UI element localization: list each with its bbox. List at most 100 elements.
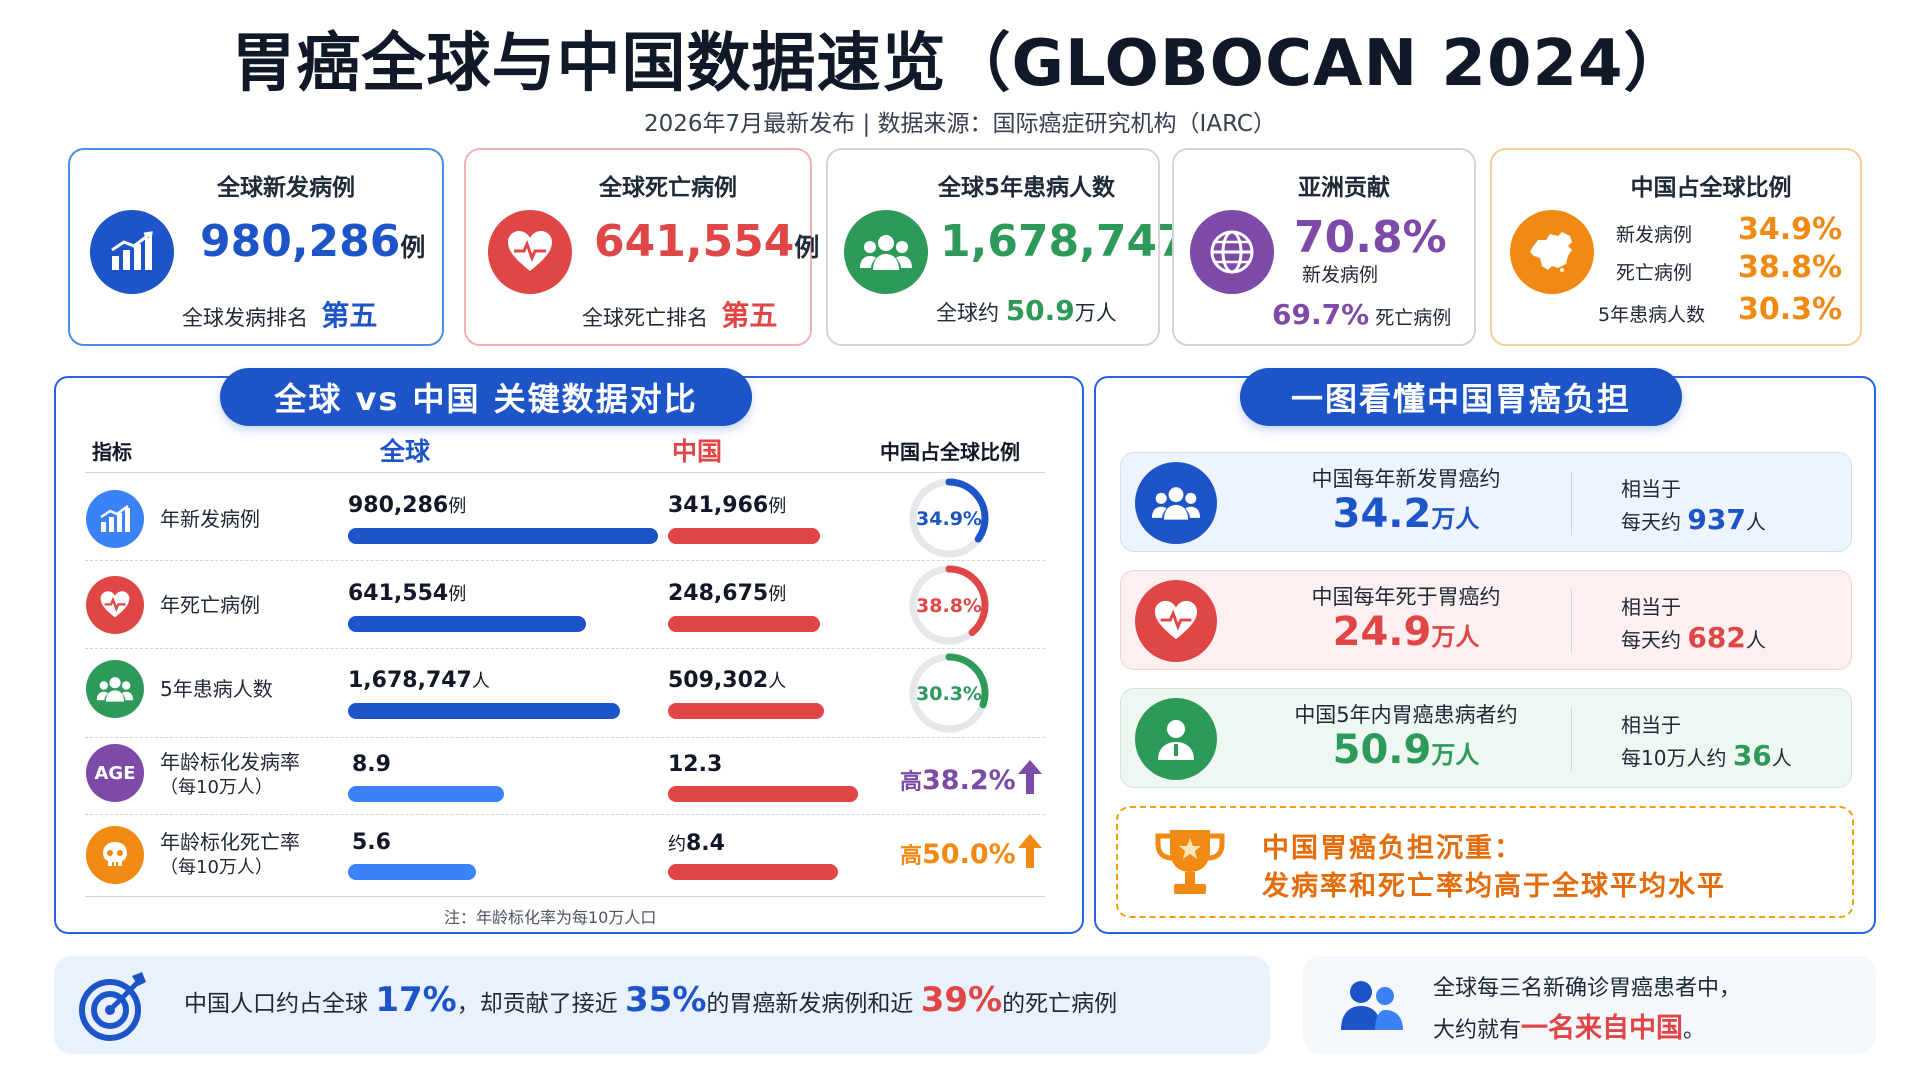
equivalent-label: 相当于 — [1621, 713, 1681, 737]
heartbeat-icon — [86, 576, 144, 634]
row-sublabel: （每10万人） — [160, 857, 273, 878]
per-label: 每天约 — [1621, 628, 1681, 652]
population-share-banner: 中国人口约占全球 17%，却贡献了接近 35%的胃癌新发病例和近 39%的死亡病… — [54, 956, 1270, 1054]
age-badge-text: AGE — [94, 762, 136, 784]
number: 980,286 — [348, 493, 449, 518]
ratio-donut: 38.8% — [909, 565, 989, 645]
equivalent-value: 每10万人约 36人 — [1621, 739, 1792, 772]
card-asia-contribution: 亚洲贡献 70.8% 新发病例 69.7% 死亡病例 — [1172, 148, 1476, 346]
heartbeat-icon — [488, 210, 572, 294]
row-sublabel: （每10万人） — [160, 777, 273, 798]
row-label: 5年患病人数 — [160, 677, 273, 701]
value-number: 980,286 — [200, 216, 401, 267]
burden-label: 中国5年内胃癌患病者约 — [1294, 703, 1518, 727]
china-share-row: 新发病例 — [1616, 220, 1692, 247]
global-bar — [348, 528, 658, 544]
card-title: 中国占全球比例 — [1630, 175, 1792, 201]
table-note: 注：年龄标化率为每10万人口 — [444, 908, 657, 927]
china-map-icon — [1510, 210, 1594, 294]
global-bar — [348, 864, 476, 880]
warning-text: 发病率和死亡率均高于全球平均水平 — [1262, 871, 1726, 902]
per-number: 937 — [1687, 503, 1746, 536]
age-badge-icon: AGE — [86, 744, 144, 802]
per-number: 36 — [1732, 739, 1772, 772]
higher-value: 38.2% — [922, 765, 1016, 796]
higher-value: 50.0% — [922, 839, 1016, 870]
skull-icon — [86, 826, 144, 884]
deaths-share-value: 39% — [920, 980, 1003, 1020]
rank-value: 第五 — [321, 299, 378, 332]
unit: 万人 — [1431, 623, 1480, 651]
rank-value: 第五 — [721, 299, 778, 332]
ratio-donut: 30.3% — [909, 653, 989, 733]
patient-icon — [1135, 698, 1217, 780]
burden-label: 中国每年新发胃癌约 — [1311, 467, 1501, 491]
ratio-text: 30.3% — [916, 683, 982, 705]
divider — [85, 814, 1045, 815]
asia-new-cases-value: 70.8% — [1294, 212, 1447, 263]
per-label: 每天约 — [1621, 510, 1681, 534]
global-new-cases-value: 980,286例 — [200, 216, 425, 267]
equivalent-value: 每天约 937人 — [1621, 503, 1766, 536]
china-share-row: 5年患病人数 — [1598, 300, 1705, 327]
higher-than-global: 高38.2% — [900, 764, 1016, 796]
text-part: 大约就有 — [1433, 1018, 1522, 1043]
burden-value: 34.2万人 — [1241, 491, 1571, 537]
china-value: 341,966例 — [668, 492, 786, 518]
unit: 万人 — [1431, 505, 1480, 533]
population-share-value: 17% — [375, 980, 457, 1020]
china-share-row: 死亡病例 — [1616, 258, 1692, 285]
value-number: 641,554 — [594, 216, 795, 267]
china-share-value: 30.3% — [1738, 292, 1843, 327]
unit: 例 — [768, 496, 787, 517]
row-label: 年龄标化死亡率 — [160, 830, 300, 854]
people-icon — [1341, 981, 1403, 1030]
approx-value: 50.9 — [1005, 294, 1075, 327]
china-bar — [668, 864, 838, 880]
people-group-icon — [86, 660, 144, 718]
number: 341,966 — [668, 493, 769, 518]
divider — [85, 648, 1045, 649]
divider — [1571, 471, 1572, 535]
global-5yr-approx: 全球约 50.9万人 — [936, 294, 1117, 327]
divider — [85, 472, 1045, 473]
china-bar — [668, 616, 820, 632]
number: 34.2 — [1332, 491, 1432, 537]
burden-value: 50.9万人 — [1241, 727, 1571, 773]
global-deaths-rank: 全球死亡排名 第五 — [582, 294, 777, 334]
global-bar — [348, 786, 504, 802]
ratio-text: 38.8% — [916, 595, 982, 617]
growth-chart-icon — [90, 210, 174, 294]
number: 24.9 — [1332, 609, 1432, 655]
per-label: 每10万人约 — [1621, 746, 1727, 770]
china-bar — [668, 528, 820, 544]
equivalent-value: 每天约 682人 — [1621, 621, 1766, 654]
value-number: 1,678,747 — [940, 216, 1188, 267]
divider — [85, 737, 1045, 738]
share-label: 5年患病人数 — [1598, 304, 1706, 326]
new-cases-share-value: 35% — [625, 980, 707, 1020]
arrow-up-icon — [1018, 834, 1042, 868]
card-title: 全球新发病例 — [217, 175, 355, 201]
rank-label: 全球发病排名 — [182, 306, 308, 330]
unit: 人 — [471, 671, 490, 692]
share-label: 新发病例 — [1616, 224, 1693, 246]
higher-prefix: 高 — [900, 844, 923, 869]
asia-deaths: 69.7% 死亡病例 — [1272, 298, 1451, 331]
burden-prevalence: 中国5年内胃癌患病者约 50.9万人 相当于 每10万人约 36人 — [1120, 688, 1852, 788]
per-unit: 人 — [1771, 746, 1792, 770]
card-title: 全球死亡病例 — [599, 175, 737, 201]
china-bar — [668, 786, 858, 802]
text-part: 。 — [1683, 1018, 1706, 1043]
china-value: 248,675例 — [668, 580, 786, 606]
number: 1,678,747 — [348, 668, 472, 693]
burden-value: 24.9万人 — [1241, 609, 1571, 655]
china-value: 509,302人 — [668, 667, 786, 693]
equivalent-label: 相当于 — [1621, 595, 1681, 619]
people-group-icon — [844, 210, 928, 294]
approx-unit: 万人 — [1074, 301, 1117, 325]
approx-prefix: 约 — [668, 834, 686, 855]
burden-deaths: 中国每年死于胃癌约 24.9万人 相当于 每天约 682人 — [1120, 570, 1852, 670]
number: 8.4 — [686, 831, 725, 856]
burden-label: 中国每年死于胃癌约 — [1311, 585, 1501, 609]
